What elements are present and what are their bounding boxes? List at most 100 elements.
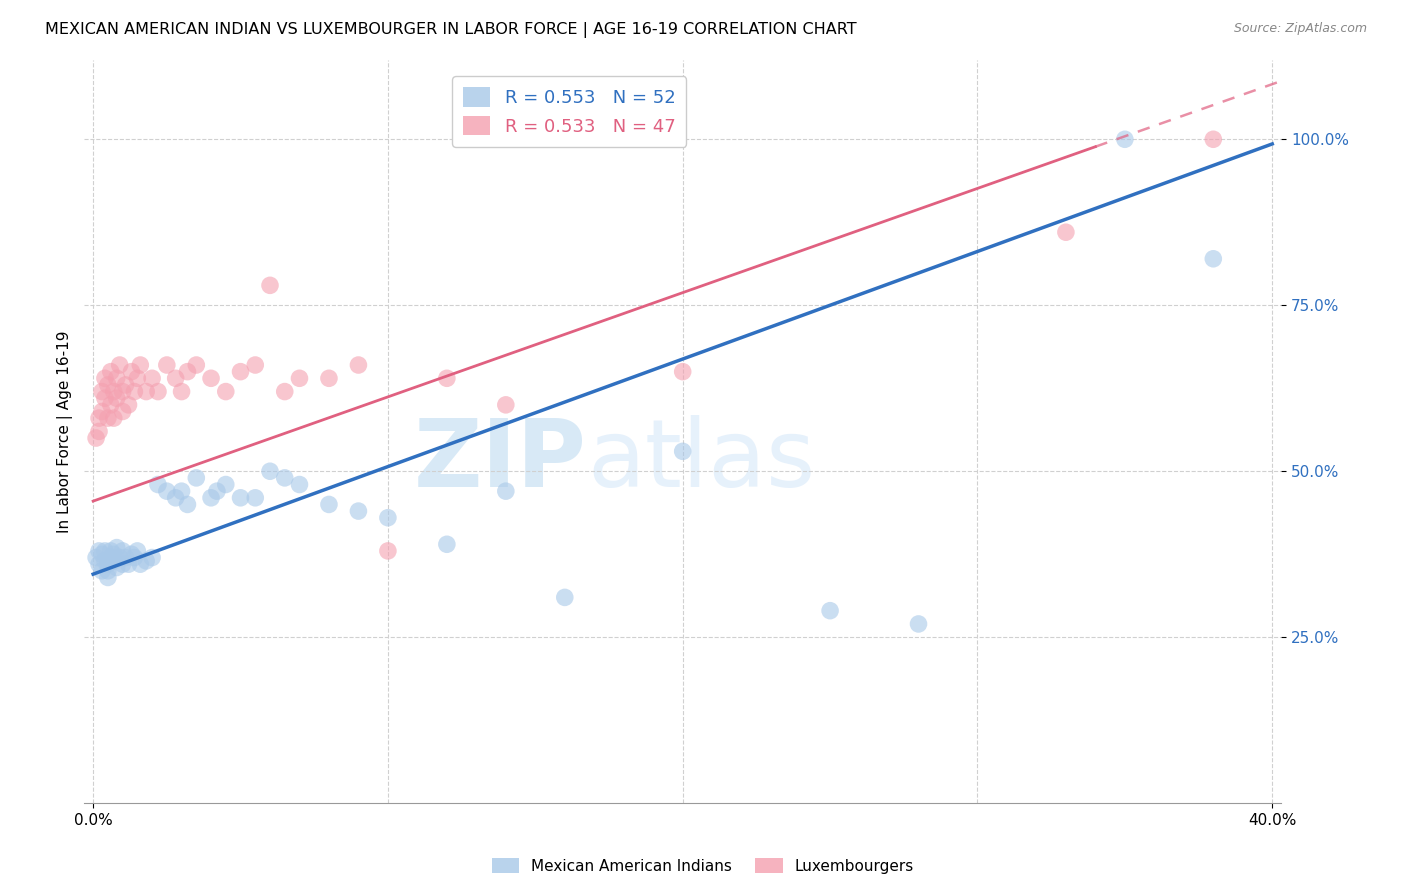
Point [318,498,340,512]
Point [274,471,297,485]
Point [108,358,131,372]
Point [176,365,198,379]
Point [205,484,228,499]
Point [146,477,169,491]
Point [165,491,187,505]
Point [103,384,125,399]
Point [347,504,370,518]
Point [1114,132,1136,146]
Point [117,398,139,412]
Point [91,547,114,561]
Point [91,564,114,578]
Point [108,550,131,565]
Point [1054,225,1077,239]
Point [105,560,128,574]
Point [554,591,576,605]
Point [100,544,122,558]
Point [87,411,110,425]
Point [135,554,157,568]
Point [91,384,114,399]
Point [84,550,107,565]
Point [127,544,149,558]
Point [91,404,114,418]
Point [229,491,252,505]
Point [103,554,125,568]
Point [170,384,193,399]
Point [259,278,281,293]
Point [111,404,134,418]
Point [274,384,297,399]
Point [97,570,120,584]
Text: MEXICAN AMERICAN INDIAN VS LUXEMBOURGER IN LABOR FORCE | AGE 16-19 CORRELATION C: MEXICAN AMERICAN INDIAN VS LUXEMBOURGER … [45,22,856,38]
Point [1202,252,1225,266]
Point [87,425,110,439]
Point [97,411,120,425]
Point [377,544,399,558]
Point [105,541,128,555]
Point [215,384,238,399]
Point [141,550,163,565]
Point [186,358,208,372]
Point [117,558,139,572]
Point [495,484,517,499]
Point [103,547,125,561]
Text: atlas: atlas [586,415,815,508]
Point [318,371,340,385]
Point [259,464,281,478]
Point [129,558,152,572]
Y-axis label: In Labor Force | Age 16-19: In Labor Force | Age 16-19 [58,330,73,533]
Point [436,537,458,551]
Point [87,544,110,558]
Point [105,371,128,385]
Point [245,491,267,505]
Point [127,371,149,385]
Legend: Mexican American Indians, Luxembourgers: Mexican American Indians, Luxembourgers [485,852,921,880]
Point [907,616,929,631]
Point [156,358,179,372]
Point [87,558,110,572]
Point [135,384,157,399]
Point [94,554,117,568]
Point [111,558,134,572]
Point [288,477,311,491]
Point [111,544,134,558]
Point [94,391,117,405]
Point [200,491,222,505]
Point [170,484,193,499]
Point [672,365,695,379]
Point [100,398,122,412]
Point [215,477,238,491]
Point [84,431,107,445]
Point [186,471,208,485]
Point [141,371,163,385]
Point [165,371,187,385]
Point [120,365,142,379]
Legend: R = 0.553   N = 52, R = 0.533   N = 47: R = 0.553 N = 52, R = 0.533 N = 47 [453,76,686,146]
Point [100,365,122,379]
Point [377,510,399,524]
Point [176,498,198,512]
Point [229,365,252,379]
Point [245,358,267,372]
Point [120,547,142,561]
Point [129,358,152,372]
Point [100,550,122,565]
Text: ZIP: ZIP [415,415,586,508]
Point [818,604,841,618]
Point [94,544,117,558]
Point [114,550,136,565]
Point [124,550,146,565]
Point [672,444,695,458]
Point [436,371,458,385]
Point [288,371,311,385]
Point [495,398,517,412]
Point [347,358,370,372]
Point [94,371,117,385]
Point [124,384,146,399]
Point [200,371,222,385]
Point [103,411,125,425]
Point [97,564,120,578]
Point [97,378,120,392]
Point [146,384,169,399]
Point [105,391,128,405]
